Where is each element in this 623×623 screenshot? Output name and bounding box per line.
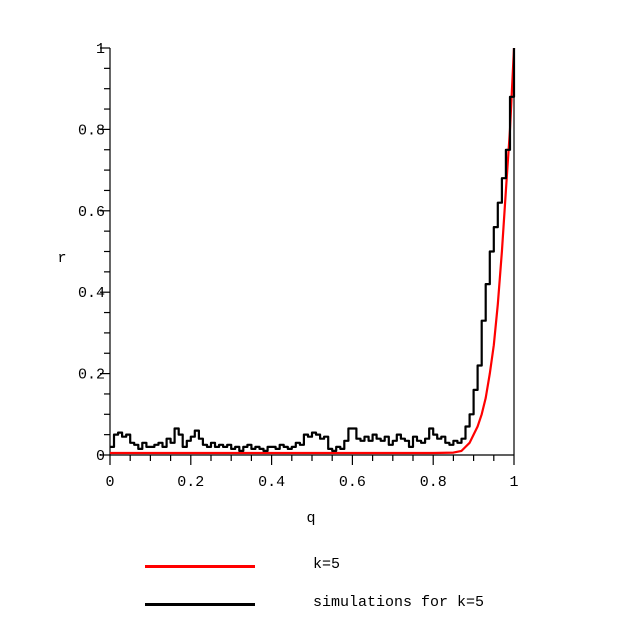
x-tick-label: 0.2 — [177, 474, 204, 491]
y-tick-label: 1 — [96, 41, 105, 58]
axes: 0 0.2 0.4 0.6 0.8 1 0 0.2 0.4 0.6 0.8 1 — [78, 41, 519, 491]
legend-label-simulations: simulations for k=5 — [313, 594, 485, 611]
legend-item-model: k=5 — [0, 556, 623, 576]
y-axis-label: r — [57, 250, 66, 267]
y-tick-label: 0.4 — [78, 285, 105, 302]
series-line-model — [110, 47, 516, 455]
series-line-simulations — [110, 48, 516, 452]
legend-label-model: k=5 — [313, 556, 341, 573]
legend-swatch-simulations — [145, 603, 255, 606]
x-tick-label: 0.8 — [420, 474, 447, 491]
y-tick-label: 0.2 — [78, 367, 105, 384]
series-layer — [110, 47, 516, 455]
legend-swatch-model — [145, 565, 255, 568]
y-tick-label: 0.8 — [78, 122, 105, 139]
legend-item-simulations: simulations for k=5 — [0, 594, 623, 614]
x-axis-label: q — [306, 510, 315, 527]
x-tick-label: 0 — [105, 474, 114, 491]
y-tick-label: 0.6 — [78, 204, 105, 221]
x-tick-label: 0.6 — [339, 474, 366, 491]
y-tick-label: 0 — [96, 448, 105, 465]
x-tick-label: 0.4 — [258, 474, 285, 491]
x-tick-label: 1 — [509, 474, 518, 491]
